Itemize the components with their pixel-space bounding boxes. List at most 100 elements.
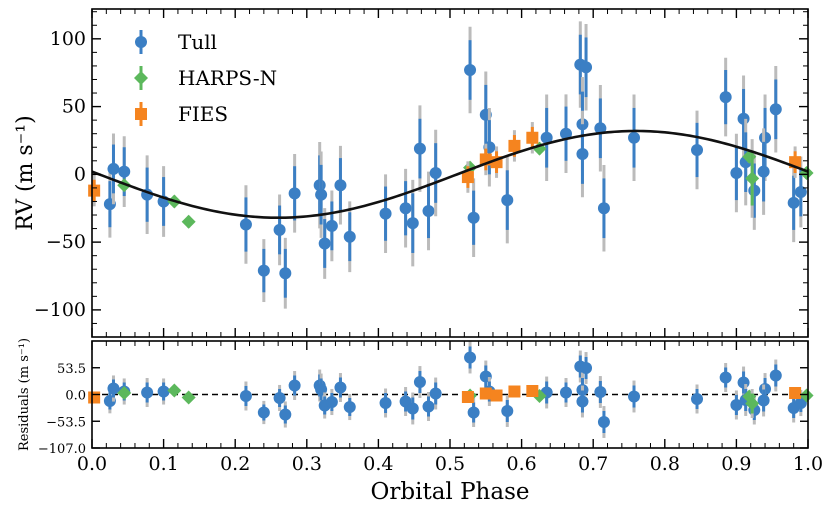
rv-point <box>406 217 419 230</box>
rv-y-tick-label: 50 <box>62 96 86 118</box>
residual-point <box>88 391 101 404</box>
rv-series-tull <box>103 21 807 309</box>
rv-point <box>576 148 589 161</box>
residual-point <box>799 388 814 403</box>
residual-point <box>273 392 286 404</box>
rv-point <box>334 179 347 192</box>
rv-point <box>794 185 807 198</box>
residual-point <box>239 390 252 402</box>
legend-label: FIES <box>178 102 228 126</box>
x-tick-label: 0.5 <box>435 453 465 475</box>
rv-point <box>379 207 392 220</box>
residual-series-tull <box>103 341 807 438</box>
x-tick-label: 0.1 <box>148 453 178 475</box>
rv-point <box>239 218 252 231</box>
rv-point <box>730 167 743 179</box>
residual-point <box>737 376 750 389</box>
rv-point <box>594 122 607 135</box>
residual-point <box>157 385 170 398</box>
rv-point <box>461 171 474 184</box>
residual-point <box>343 401 356 413</box>
rv-y-tick-label: 0 <box>74 163 86 185</box>
rv-y-axis-label: RV (m s⁻¹) <box>13 115 38 230</box>
rv-point <box>318 237 331 250</box>
residual-point <box>769 369 782 382</box>
residual-y-tick-label: −107.0 <box>38 442 86 457</box>
residual-point <box>789 387 802 399</box>
residual-point <box>745 396 760 411</box>
rv-point <box>279 267 292 280</box>
rv-point <box>559 127 572 140</box>
residual-y-tick-label: 0.0 <box>65 389 86 404</box>
x-axis-tick-labels: 0.0 0.1 0.2 0.3 0.4 0.5 0.6 0.7 0.8 0.9 1.0 <box>77 453 823 475</box>
rv-point <box>399 202 412 215</box>
legend-marker <box>135 36 147 48</box>
residual-point <box>181 390 196 405</box>
rv-y-tick-label: −50 <box>46 231 86 253</box>
legend-marker <box>134 71 148 85</box>
rv-y-tick-label: −100 <box>34 299 86 321</box>
residuals-axis-ticks: 53.5 0.0 −53.5 −107.0 <box>38 341 809 457</box>
residual-point <box>406 402 419 415</box>
residual-point <box>576 395 589 408</box>
rv-point <box>467 211 480 224</box>
rv-point <box>88 184 101 197</box>
residual-point <box>464 351 477 364</box>
rv-point <box>597 202 610 215</box>
residual-point <box>279 408 292 421</box>
residual-point <box>257 406 270 419</box>
residual-point <box>325 396 338 408</box>
residual-point <box>167 383 182 398</box>
rv-series-fies <box>88 122 802 207</box>
residual-point <box>580 362 593 374</box>
x-tick-label: 0.4 <box>363 453 393 475</box>
residuals-panel-frame <box>91 340 809 449</box>
rv-point <box>429 167 442 179</box>
rv-point <box>464 63 477 76</box>
residual-point <box>467 406 480 419</box>
x-axis-label: Orbital Phase <box>371 479 530 505</box>
rv-point <box>315 188 328 201</box>
rv-panel-frame <box>91 8 809 338</box>
residual-point <box>422 400 435 413</box>
rv-point <box>325 219 338 232</box>
residuals-data-points <box>88 341 814 438</box>
keplerian-model-curve <box>91 129 809 220</box>
x-tick-label: 0.2 <box>220 453 250 475</box>
residual-point <box>490 389 503 402</box>
rv-y-tick-label: 100 <box>50 28 86 50</box>
residual-point <box>117 386 132 400</box>
residual-point <box>141 386 154 399</box>
legend-marker <box>135 108 147 120</box>
rv-point <box>181 214 196 229</box>
rv-point <box>691 143 704 156</box>
rv-point <box>748 184 761 197</box>
legend-label: HARPS-N <box>178 66 277 90</box>
residual-point <box>334 381 347 394</box>
rv-point <box>719 91 732 104</box>
rv-point <box>273 223 286 236</box>
rv-point <box>787 196 800 209</box>
residual-point <box>526 385 539 397</box>
residual-point <box>461 391 474 403</box>
residual-series-fies <box>88 385 802 404</box>
residual-point <box>508 385 521 398</box>
rv-point <box>580 61 593 74</box>
residual-series-harps-n <box>117 383 814 418</box>
x-tick-label: 0.3 <box>292 453 322 475</box>
residual-point <box>597 416 610 428</box>
rv-panel: 100 50 0 −50 −100 RV (m s⁻¹) Tull HARPS-N FIES <box>13 8 814 338</box>
residual-point <box>794 397 807 409</box>
residual-point <box>719 371 732 384</box>
x-tick-label: 0.8 <box>650 453 680 475</box>
rv-point <box>757 165 770 178</box>
x-tick-label: 1.0 <box>793 453 823 475</box>
rv-point <box>745 171 760 186</box>
residual-point <box>107 382 120 395</box>
x-tick-label: 0.9 <box>721 453 751 475</box>
residual-point <box>730 399 743 411</box>
residuals-y-axis-label: Residuals (m s⁻¹) <box>17 338 32 451</box>
residual-point <box>691 393 704 405</box>
